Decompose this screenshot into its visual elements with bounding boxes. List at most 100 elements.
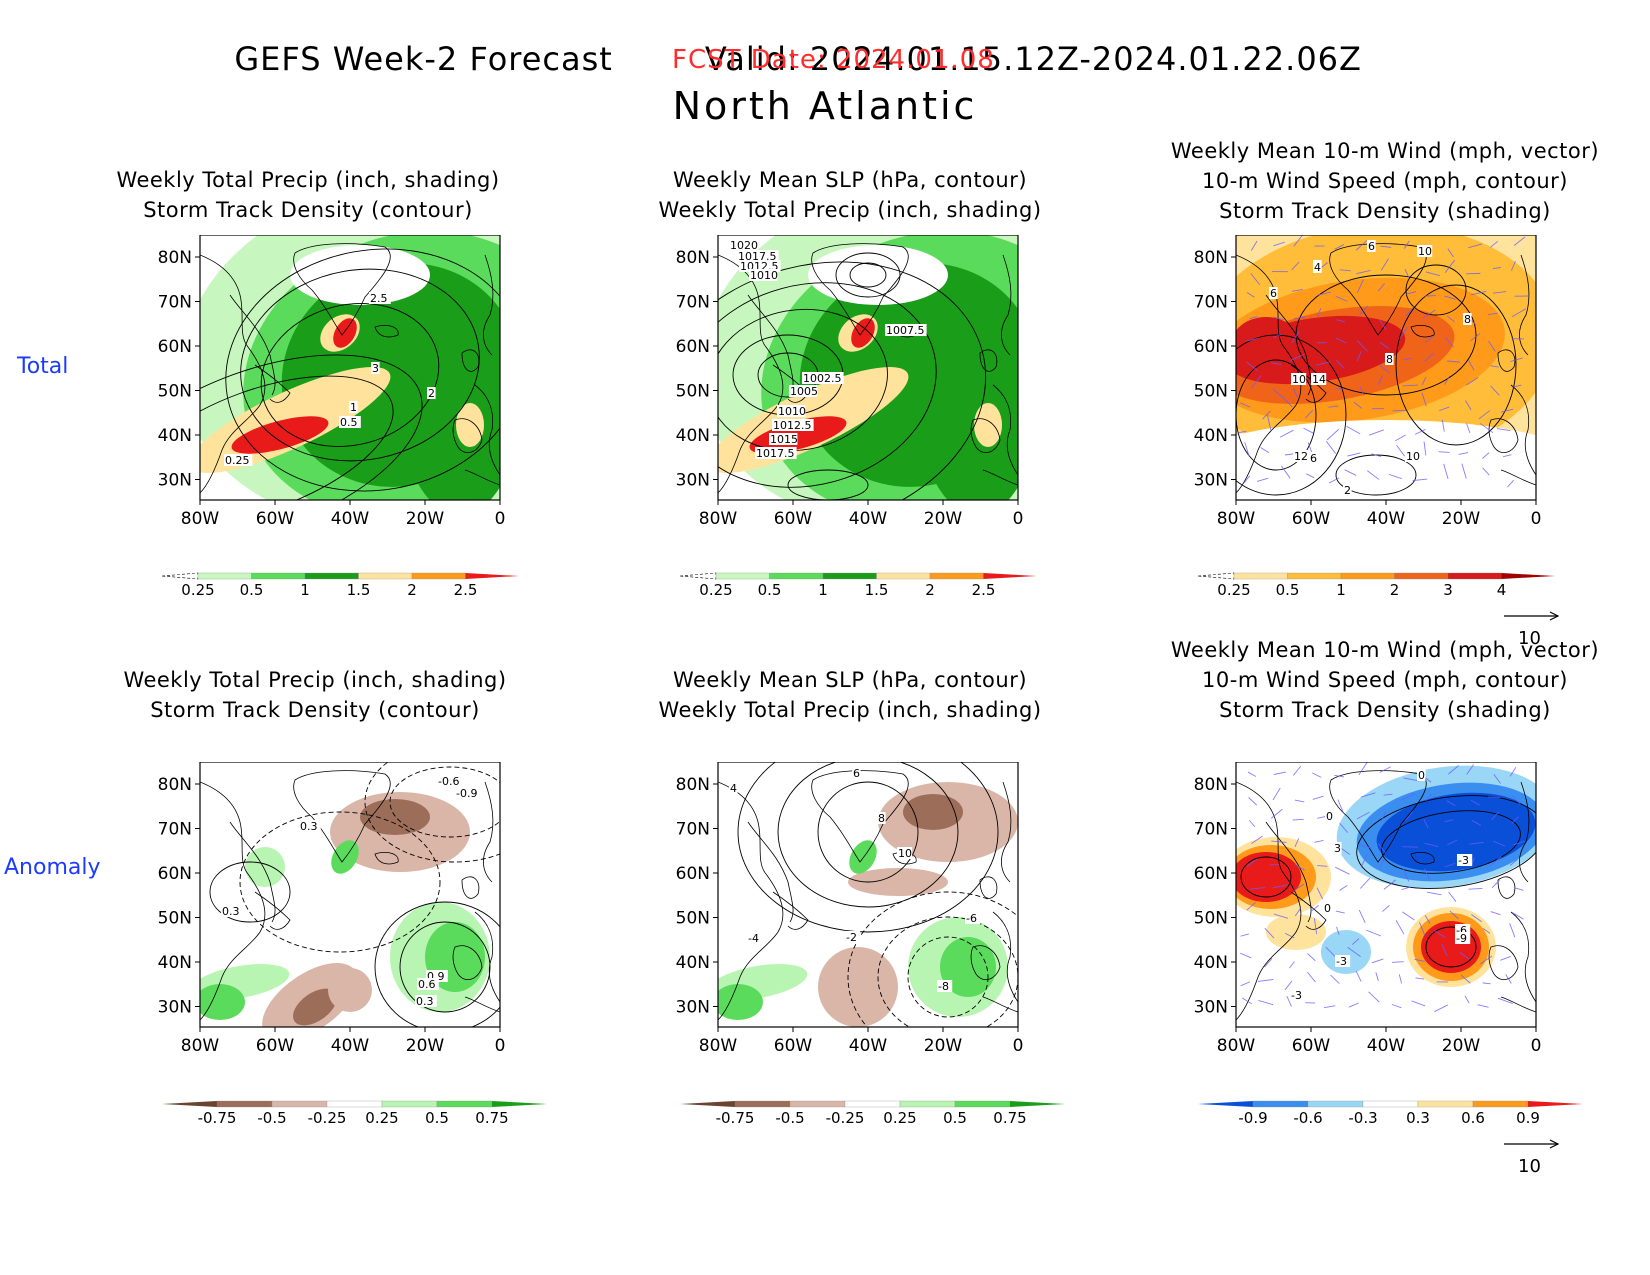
lat-tick-label: 50N — [158, 382, 192, 402]
lat-tick-label: 30N — [676, 471, 710, 491]
colorbar-tick-label: 1.5 — [347, 581, 371, 599]
precip-shade — [918, 295, 1018, 500]
contour-label-bg — [455, 787, 484, 799]
anomaly-shade — [903, 794, 963, 830]
lon-tick-label: 40W — [331, 1036, 370, 1056]
coastline — [461, 349, 480, 372]
wind-vector — [1490, 365, 1499, 368]
anomaly-shade — [245, 847, 285, 887]
wind-vector — [1351, 938, 1360, 945]
coastline — [1519, 781, 1530, 883]
contour-label: 8 — [878, 812, 885, 825]
wind-vector — [1356, 279, 1364, 294]
contour-label: 1015 — [770, 433, 798, 446]
contour-label: -3 — [1458, 854, 1469, 867]
title-line: Weekly Total Precip (inch, shading) — [116, 168, 500, 192]
coastline — [1497, 349, 1516, 372]
wind-vector — [1510, 357, 1523, 362]
wind-vector — [1421, 392, 1427, 407]
coastline — [474, 384, 500, 476]
axes: 80N 70N 60N 50N 40N 30N 80W 60W 40W 20W 0 — [1194, 762, 1542, 1056]
coastline — [772, 891, 809, 930]
contour-label: 8 — [1464, 313, 1471, 326]
colorbar-anom-wind: -0.9 -0.6 -0.3 0.3 0.6 0.9 — [1198, 1100, 1583, 1127]
contour-line — [817, 781, 919, 883]
wind-vector — [1291, 261, 1300, 271]
colorbar-tick-label: 2.5 — [972, 581, 996, 599]
contour-label-bg — [1291, 373, 1307, 385]
contour-line — [240, 268, 480, 462]
wind-vector — [1288, 961, 1295, 969]
contour-label-bg — [845, 931, 861, 943]
colorbar-tick-label: 0.6 — [1461, 1109, 1485, 1127]
wind-vector — [1511, 816, 1519, 824]
colorbar-swatch — [411, 572, 466, 580]
contour-label: 1017.5 — [756, 447, 795, 460]
title-line: Weekly Total Precip (inch, shading) — [123, 668, 507, 692]
precip-shade — [851, 318, 875, 348]
wind-vector — [1339, 884, 1348, 891]
contour-label: -3 — [1336, 955, 1347, 968]
coastline — [1500, 469, 1536, 486]
colorbar-tick-label: -0.3 — [1348, 1109, 1377, 1127]
contour-label-bg — [747, 932, 763, 944]
lat-tick-label: 50N — [676, 382, 710, 402]
wind-vector — [1330, 974, 1340, 984]
colorbar-swatch — [381, 1100, 438, 1108]
coastline — [464, 469, 500, 486]
lon-tick-label: 0 — [495, 509, 506, 529]
wind-vector — [1316, 887, 1324, 900]
contour-label: 1017.5 — [738, 250, 777, 263]
colorbar-tick-label: -0.5 — [257, 1109, 286, 1127]
wind-vector — [1307, 953, 1316, 962]
wind-vector — [1478, 410, 1491, 420]
wind-vector — [1401, 886, 1411, 891]
wind-vector — [1359, 386, 1365, 396]
lat-tick-label: 80N — [158, 775, 192, 795]
coastline — [1329, 243, 1427, 336]
wind-vector — [1444, 259, 1456, 273]
wind-vector — [1490, 911, 1501, 916]
wind-vector — [1505, 974, 1512, 984]
wind-vector — [1398, 974, 1403, 984]
colorbar-swatch — [304, 572, 359, 580]
colorbar-swatch — [1501, 573, 1555, 579]
wind-vector — [1433, 929, 1446, 939]
wind-vector — [1294, 316, 1306, 319]
contour-label-bg — [427, 387, 436, 399]
lon-tick-label: 60W — [774, 509, 813, 529]
lat-tick-label: 50N — [1194, 909, 1228, 929]
wind-vector — [1292, 387, 1298, 398]
title-line: Weekly Mean 10-m Wind (mph, vector) — [1170, 638, 1600, 662]
lon-tick-label: 0 — [1531, 1036, 1542, 1056]
wind-vector — [1335, 295, 1348, 302]
wind-vector — [1510, 260, 1516, 271]
contour-label: 0.3 — [416, 995, 434, 1008]
contour-label-bg — [1293, 450, 1309, 462]
wind-vector — [1269, 864, 1279, 866]
wind-vector — [1306, 473, 1315, 479]
colorbar-swatch — [844, 1100, 901, 1108]
contour-label-bg — [339, 416, 361, 428]
wind-vector — [1366, 929, 1382, 937]
contour-line — [787, 469, 869, 500]
wind-vector — [1479, 955, 1493, 965]
wind-vector — [1402, 868, 1410, 882]
wind-vector — [1488, 340, 1496, 352]
wind-vector — [1490, 385, 1500, 396]
contour-label-bg — [789, 385, 818, 397]
colorbar-extend — [1197, 572, 1235, 580]
wind-vector — [1447, 839, 1458, 846]
contour-label-bg — [1333, 842, 1342, 854]
contour-label-bg — [1405, 450, 1421, 462]
colorbar-swatch — [326, 1100, 383, 1108]
wind-vector — [1425, 271, 1441, 277]
lat-tick-label: 50N — [1194, 382, 1228, 402]
wind-vector — [1444, 862, 1456, 868]
coastline — [811, 243, 909, 336]
wind-vector — [1493, 774, 1501, 784]
wind-vector — [1403, 240, 1410, 249]
wind-vector — [1425, 793, 1433, 802]
anomaly-shade — [1421, 921, 1481, 973]
anomaly-shade — [718, 984, 763, 1020]
